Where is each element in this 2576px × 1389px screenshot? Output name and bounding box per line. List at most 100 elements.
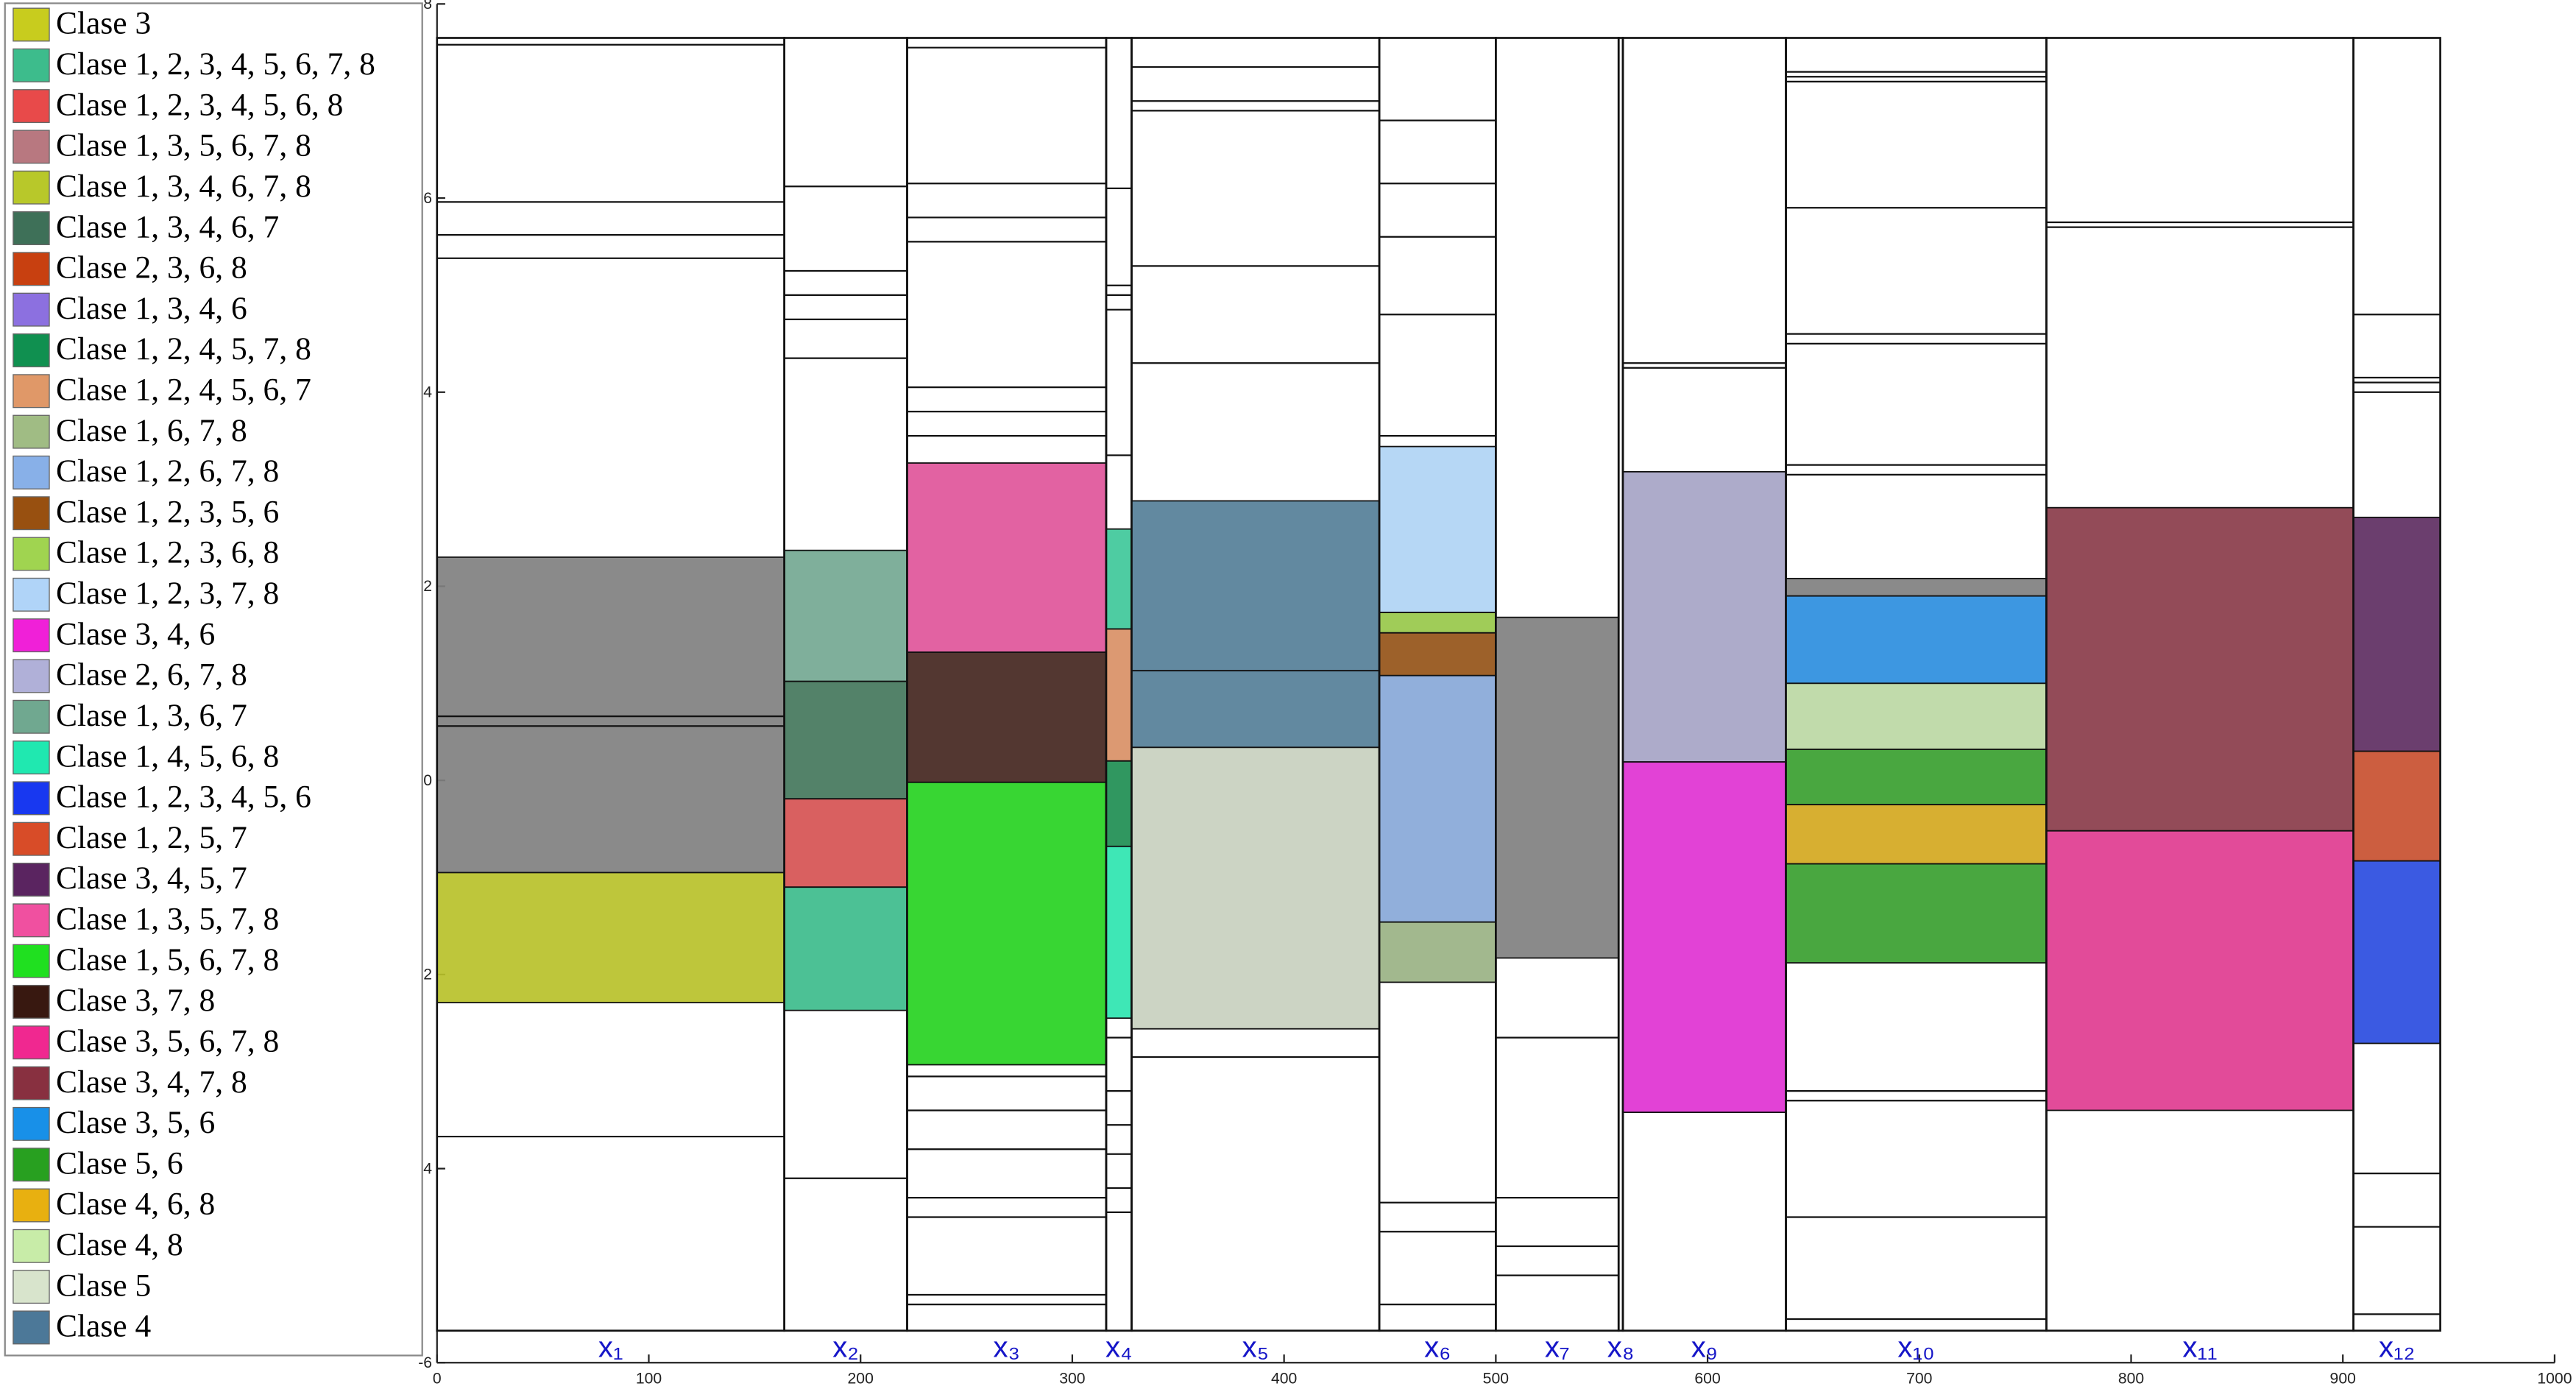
class-region — [906, 781, 1107, 1066]
legend-swatch — [13, 1270, 50, 1304]
class-region — [2045, 506, 2354, 832]
column-label: x₃ — [994, 1331, 1020, 1364]
legend-label: Clase 1, 4, 5, 6, 8 — [56, 738, 279, 774]
legend: Clase 3 Clase 1, 2, 3, 4, 5, 6, 7, 8 Clase… — [13, 6, 375, 1345]
legend-swatch — [13, 659, 50, 693]
class-region — [1785, 595, 2048, 685]
legend-label: Clase 1, 2, 3, 5, 6 — [56, 494, 279, 529]
column-label: x₇ — [1545, 1331, 1570, 1364]
class-region — [1105, 528, 1133, 630]
legend-label: Clase 1, 2, 3, 4, 5, 6 — [56, 780, 311, 815]
x-tick-label: 700 — [1906, 1370, 1932, 1387]
legend-swatch — [13, 211, 50, 246]
x-tick-label: 300 — [1059, 1370, 1085, 1387]
class-region — [1785, 804, 2048, 865]
legend-label: Clase 1, 2, 4, 5, 6, 7 — [56, 372, 311, 407]
x-tick-label: 200 — [848, 1370, 874, 1387]
legend-label: Clase 2, 6, 7, 8 — [56, 657, 247, 693]
class-region — [1130, 500, 1381, 672]
legend-label: Clase 4, 8 — [56, 1227, 183, 1262]
class-region — [1379, 445, 1497, 613]
legend-swatch — [13, 292, 50, 327]
legend-swatch — [13, 577, 50, 612]
column-label: x₈ — [1607, 1331, 1635, 1364]
legend-label: Clase 3, 7, 8 — [56, 983, 215, 1018]
legend-label: Clase 1, 6, 7, 8 — [56, 413, 247, 448]
class-region — [2352, 860, 2441, 1045]
legend-swatch — [13, 1229, 50, 1263]
legend-label: Clase 1, 2, 6, 7, 8 — [56, 453, 279, 489]
class-region — [1622, 470, 1787, 763]
legend-swatch — [13, 1148, 50, 1182]
legend-swatch — [13, 903, 50, 938]
y-tick-label: 4 — [423, 1160, 432, 1177]
y-tick-label: 0 — [423, 772, 432, 789]
legend-swatch — [13, 1066, 50, 1100]
legend-label: Clase 1, 2, 3, 4, 5, 6, 7, 8 — [56, 46, 375, 82]
class-region — [783, 549, 908, 682]
column-label: x₂ — [832, 1331, 859, 1364]
legend-swatch — [13, 170, 50, 205]
class-region — [1379, 612, 1497, 634]
legend-label: Clase 3, 4, 7, 8 — [56, 1064, 247, 1100]
legend-swatch — [13, 944, 50, 978]
x-tick-label: 400 — [1271, 1370, 1297, 1387]
legend-swatch — [13, 7, 50, 42]
legend-box — [4, 2, 423, 1357]
class-region — [436, 872, 785, 1004]
legend-label: Clase 1, 2, 3, 6, 8 — [56, 535, 279, 570]
legend-swatch — [13, 1310, 50, 1345]
legend-swatch — [13, 1025, 50, 1060]
y-tick-label: 2 — [423, 578, 432, 595]
class-region — [783, 680, 908, 800]
legend-label: Clase 5, 6 — [56, 1145, 183, 1181]
legend-swatch — [13, 496, 50, 531]
legend-label: Clase 1, 2, 3, 4, 5, 6, 8 — [56, 87, 343, 122]
legend-swatch — [13, 374, 50, 409]
column-label: x₁ — [598, 1331, 623, 1364]
class-region — [1379, 632, 1497, 676]
x-tick-label: 100 — [636, 1370, 662, 1387]
legend-swatch — [13, 252, 50, 286]
legend-swatch — [13, 781, 50, 816]
column-label: x₅ — [1242, 1331, 1269, 1364]
legend-swatch — [13, 1106, 50, 1141]
legend-swatch — [13, 48, 50, 82]
legend-label: Clase 1, 3, 5, 6, 7, 8 — [56, 128, 311, 163]
legend-swatch — [13, 89, 50, 124]
legend-swatch — [13, 821, 50, 856]
y-tick-label: 4 — [423, 384, 432, 400]
column-label: x₉ — [1691, 1331, 1718, 1364]
column-frame — [2352, 37, 2441, 1332]
class-region — [436, 556, 785, 874]
legend-label: Clase 1, 3, 5, 7, 8 — [56, 902, 279, 937]
class-region — [1379, 674, 1497, 923]
column-label: x₄ — [1105, 1331, 1132, 1364]
x-tick-label: 600 — [1694, 1370, 1720, 1387]
legend-label: Clase 1, 3, 4, 6, 7, 8 — [56, 169, 311, 204]
column-label: x₁₁ — [2182, 1331, 2217, 1364]
column-label: x₁₀ — [1897, 1331, 1934, 1364]
legend-label: Clase 1, 3, 4, 6, 7 — [56, 209, 279, 244]
legend-label: Clase 5 — [56, 1268, 151, 1303]
class-region — [1379, 921, 1497, 983]
class-region — [1622, 761, 1787, 1114]
legend-label: Clase 3, 4, 5, 7 — [56, 860, 247, 896]
class-region — [1495, 616, 1620, 959]
legend-label: Clase 1, 3, 4, 6 — [56, 291, 247, 326]
legend-label: Clase 4, 6, 8 — [56, 1187, 215, 1222]
legend-label: Clase 1, 2, 4, 5, 7, 8 — [56, 331, 311, 367]
y-tick-label: 2 — [423, 966, 432, 983]
legend-label: Clase 1, 2, 3, 7, 8 — [56, 576, 279, 611]
legend-swatch — [13, 699, 50, 734]
x-tick-label: 900 — [2330, 1370, 2356, 1387]
legend-swatch — [13, 618, 50, 653]
y-tick-label: 8 — [423, 0, 432, 13]
class-region — [783, 798, 908, 888]
legend-label: Clase 3, 4, 6 — [56, 616, 215, 651]
class-region — [906, 651, 1107, 783]
legend-label: Clase 1, 2, 5, 7 — [56, 820, 247, 855]
column-label: x₁₂ — [2379, 1331, 2415, 1364]
class-region — [2352, 750, 2441, 862]
